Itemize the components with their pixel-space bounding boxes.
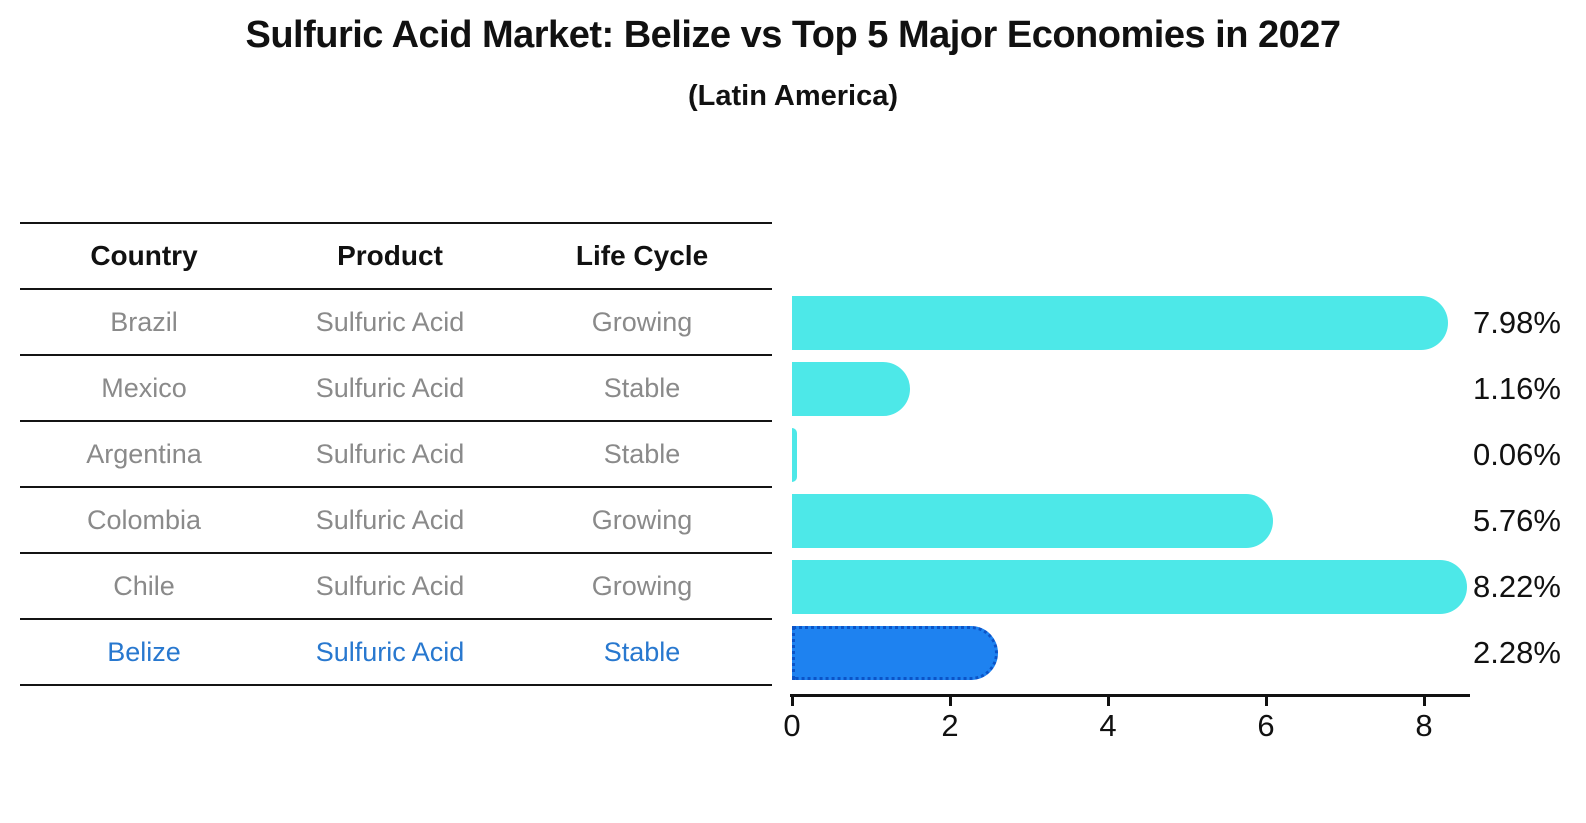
life-cycle-cell: Stable <box>603 636 681 667</box>
x-axis-tick-label-8: 8 <box>1415 708 1433 743</box>
value-label-brazil: 7.98% <box>1473 305 1561 340</box>
column-header-product: Product <box>337 240 443 271</box>
product-cell: Sulfuric Acid <box>315 504 465 535</box>
x-axis-tick-4 <box>1107 697 1110 706</box>
product-cell: Sulfuric Acid <box>315 306 465 337</box>
bar-colombia <box>792 494 1274 548</box>
country-cell: Brazil <box>110 306 178 337</box>
bar-belize <box>792 626 999 680</box>
table-row-brazil: Brazil Sulfuric Acid Growing <box>20 290 772 356</box>
product-cell: Sulfuric Acid <box>315 570 465 601</box>
x-axis-tick-0 <box>791 697 794 706</box>
x-axis-tick-label-6: 6 <box>1257 708 1275 743</box>
table-row-argentina: Argentina Sulfuric Acid Stable <box>20 422 772 488</box>
country-cell: Chile <box>113 570 175 601</box>
life-cycle-cell: Growing <box>591 570 693 601</box>
x-axis-tick-6 <box>1265 697 1268 706</box>
bar-mexico <box>792 362 910 416</box>
x-axis-tick-label-4: 4 <box>1099 708 1117 743</box>
x-axis-line <box>790 694 1470 697</box>
table-row-chile: Chile Sulfuric Acid Growing <box>20 554 772 620</box>
x-axis-tick-8 <box>1423 697 1426 706</box>
x-axis-tick-2 <box>949 697 952 706</box>
life-cycle-cell: Stable <box>603 372 681 403</box>
chart-subtitle: (Latin America) <box>687 80 899 112</box>
life-cycle-cell: Growing <box>591 504 693 535</box>
value-label-mexico: 1.16% <box>1473 371 1561 406</box>
column-header-country: Country <box>90 240 198 271</box>
bar-brazil <box>792 296 1449 350</box>
table-header-row: Country Product Life Cycle <box>20 224 772 290</box>
country-cell: Mexico <box>101 372 187 403</box>
value-label-argentina: 0.06% <box>1473 437 1561 472</box>
life-cycle-cell: Stable <box>603 438 681 469</box>
value-label-colombia: 5.76% <box>1473 503 1561 538</box>
value-label-chile: 8.22% <box>1473 569 1561 604</box>
product-cell: Sulfuric Acid <box>315 636 465 667</box>
value-label-belize: 2.28% <box>1473 635 1561 670</box>
chart-title: Sulfuric Acid Market: Belize vs Top 5 Ma… <box>245 14 1341 56</box>
product-cell: Sulfuric Acid <box>315 438 465 469</box>
country-cell: Argentina <box>86 438 202 469</box>
life-cycle-cell: Growing <box>591 306 693 337</box>
x-axis-tick-label-0: 0 <box>783 708 801 743</box>
table-row-belize: Belize Sulfuric Acid Stable <box>20 620 772 686</box>
bar-argentina <box>792 428 797 482</box>
product-cell: Sulfuric Acid <box>315 372 465 403</box>
column-header-life-cycle: Life Cycle <box>575 240 709 271</box>
table-row-mexico: Mexico Sulfuric Acid Stable <box>20 356 772 422</box>
table-row-colombia: Colombia Sulfuric Acid Growing <box>20 488 772 554</box>
bar-chile <box>792 560 1468 614</box>
country-cell: Colombia <box>86 504 202 535</box>
x-axis-tick-label-2: 2 <box>941 708 959 743</box>
country-table: Country Product Life Cycle Brazil Sulfuri… <box>20 222 772 686</box>
country-cell: Belize <box>107 636 181 667</box>
